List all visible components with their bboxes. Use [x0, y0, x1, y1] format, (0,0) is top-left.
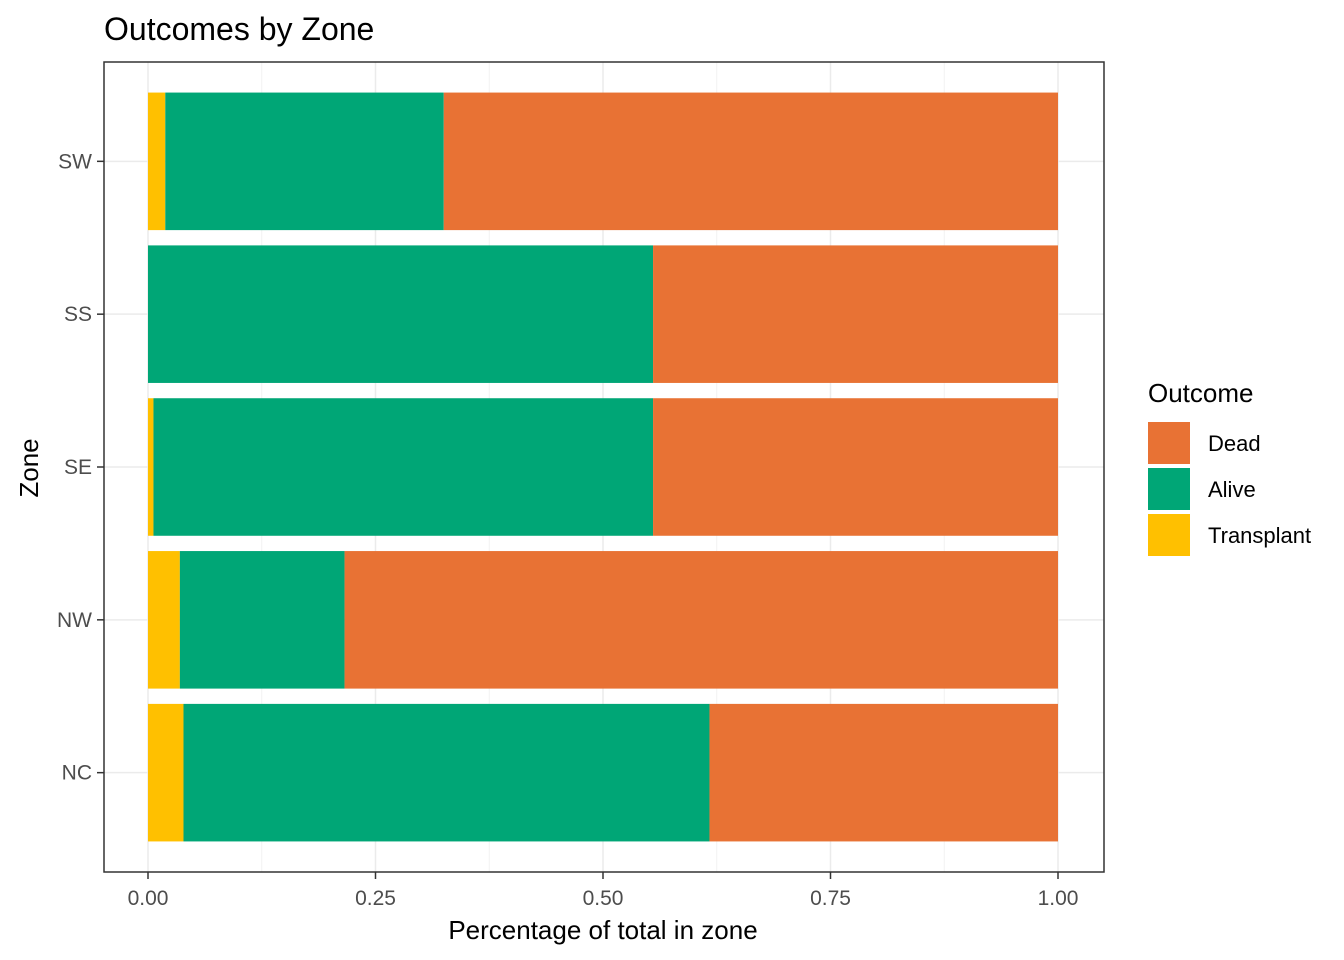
bar-nw-alive	[179, 551, 345, 689]
bar-se-alive	[153, 398, 654, 536]
bar-nw-transplant	[148, 551, 180, 689]
bar-ss-dead	[653, 245, 1058, 383]
bar-ss-alive	[148, 245, 654, 383]
y-tick-label: NW	[57, 609, 92, 632]
y-tick-label: NC	[62, 762, 92, 785]
bar-sw-dead	[443, 92, 1058, 231]
y-tick-label: SS	[64, 303, 92, 326]
bar-nc-transplant	[148, 703, 184, 842]
legend-key-dead	[1148, 422, 1190, 464]
bar-se-transplant	[148, 398, 154, 536]
x-tick-label: 0.75	[810, 887, 851, 910]
bar-nw-dead	[344, 551, 1058, 689]
y-tick-label: SW	[58, 150, 92, 173]
y-tick-label: SE	[64, 456, 92, 479]
x-tick-label: 0.25	[355, 887, 396, 910]
legend-label-transplant: Transplant	[1208, 523, 1311, 548]
bar-nc-dead	[709, 703, 1058, 842]
bar-sw-transplant	[148, 92, 166, 231]
legend-key-alive	[1148, 468, 1190, 510]
plot-area: NC NW SE SS SW 0.00 0.25 0.50 0.75 1.00	[57, 61, 1105, 910]
bar-sw-alive	[165, 92, 444, 231]
chart-title: Outcomes by Zone	[104, 11, 374, 47]
legend-label-alive: Alive	[1208, 477, 1256, 502]
legend-title: Outcome	[1148, 378, 1254, 408]
bar-se-dead	[653, 398, 1058, 536]
x-tick-label: 1.00	[1038, 887, 1079, 910]
legend-label-dead: Dead	[1208, 431, 1261, 456]
x-axis-title: Percentage of total in zone	[448, 915, 757, 945]
y-axis-title: Zone	[14, 438, 44, 497]
x-tick-label: 0.00	[128, 887, 169, 910]
bar-nc-alive	[183, 703, 710, 842]
legend-key-transplant	[1148, 514, 1190, 556]
x-tick-label: 0.50	[583, 887, 624, 910]
legend: Outcome Dead Alive Transplant	[1148, 378, 1311, 556]
